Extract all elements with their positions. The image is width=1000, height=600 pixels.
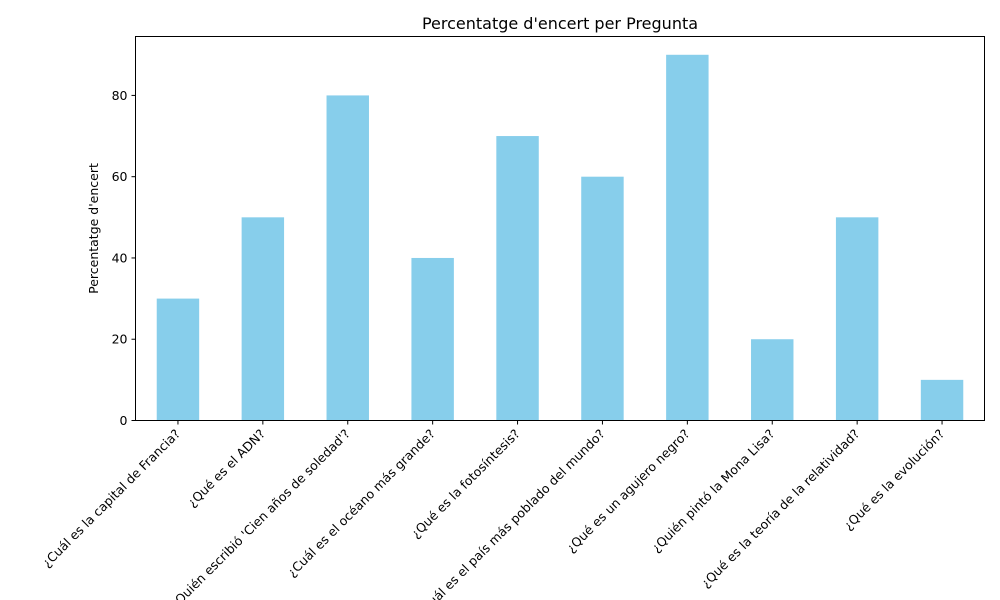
y-tick-label: 60 — [112, 169, 128, 184]
bars-group — [156, 54, 964, 421]
x-tick-label: ¿Quién escribió 'Cien años de soledad'? — [167, 426, 353, 600]
bar — [241, 217, 285, 421]
bar — [496, 136, 539, 421]
y-axis-ticks: 0 20 40 60 80 — [112, 88, 136, 428]
x-tick-label: ¿Cuál es la capital de Francia? — [39, 426, 183, 570]
bar — [156, 298, 200, 421]
bar — [326, 95, 369, 421]
bar — [411, 257, 454, 421]
x-tick-label: ¿Qué es el ADN? — [184, 426, 268, 510]
bar — [581, 176, 624, 421]
plot-frame — [135, 36, 985, 421]
y-tick-label: 40 — [112, 250, 128, 265]
y-tick-label: 20 — [112, 332, 128, 347]
y-tick-label: 0 — [120, 413, 128, 428]
x-axis-ticks: ¿Cuál es la capital de Francia? ¿Qué es e… — [39, 420, 947, 600]
bar — [835, 217, 879, 421]
x-tick-label: ¿Cuál es el océano más grande? — [284, 426, 438, 580]
bar — [666, 54, 709, 421]
bar — [751, 339, 794, 421]
chart-title: Percentatge d'encert per Pregunta — [422, 14, 698, 33]
x-tick-label: ¿Qué es la teoría de la relatividad? — [698, 426, 863, 591]
y-axis-label: Percentatge d'encert — [86, 163, 101, 294]
bar — [920, 379, 964, 421]
y-tick-label: 80 — [112, 88, 128, 103]
